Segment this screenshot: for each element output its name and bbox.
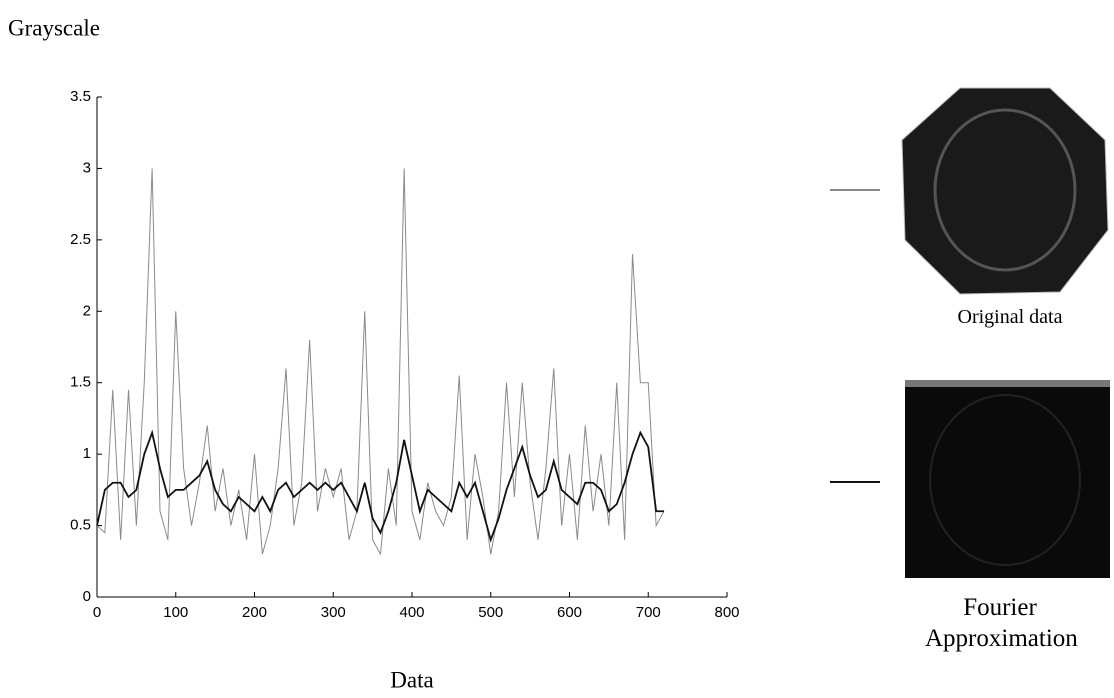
x-axis-label: Data (390, 667, 433, 692)
y-tick-label: 1.5 (70, 374, 91, 391)
x-tick-label: 300 (321, 604, 346, 621)
x-tick-label: 500 (478, 604, 503, 621)
y-tick-label: 3 (83, 159, 91, 176)
x-tick-label: 200 (242, 604, 267, 621)
x-tick-label: 700 (636, 604, 661, 621)
x-tick-label: 100 (163, 604, 188, 621)
y-tick-label: 2 (83, 302, 91, 319)
y-tick-label: 0.5 (70, 517, 91, 534)
series-line (96, 429, 664, 543)
legend-image-fourier (905, 380, 1110, 578)
legend-image-original (901, 87, 1109, 295)
y-tick-label: 3.5 (70, 88, 91, 105)
y-tick-label: 2.5 (70, 231, 91, 248)
y-tick-label: 1 (83, 445, 91, 462)
y-axis-label: Grayscale (8, 15, 100, 40)
x-tick-label: 0 (93, 604, 101, 621)
legend-label: Original data (957, 306, 1063, 328)
y-tick-label: 0 (83, 588, 91, 605)
x-tick-label: 800 (714, 604, 739, 621)
x-tick-label: 600 (557, 604, 582, 621)
legend-label: Fourier Approximation (925, 594, 1078, 652)
x-tick-label: 400 (399, 604, 424, 621)
series-line (96, 168, 665, 556)
